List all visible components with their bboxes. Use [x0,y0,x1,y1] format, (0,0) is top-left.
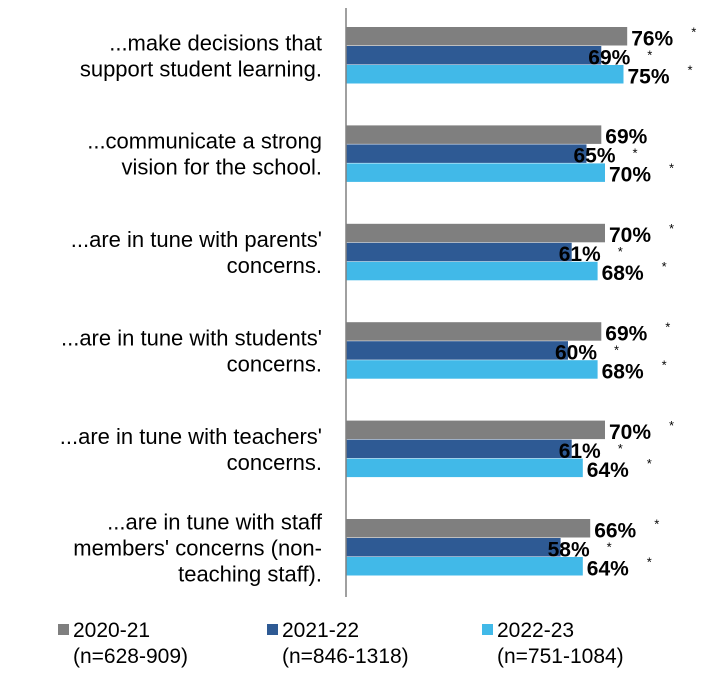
data-label: 66% [594,519,636,542]
data-label: 58% [548,538,590,561]
significance-marker: * [665,319,670,334]
bar-2020-21 [346,125,602,144]
category-label: concerns. [227,253,322,278]
bar-2022-23 [346,261,598,281]
data-label: 70% [609,164,651,187]
significance-marker: * [607,539,612,554]
data-label: 69% [605,126,647,149]
category-label: concerns. [227,351,322,376]
bar-2021-22 [346,538,561,557]
legend-item-2022-23: 2022-23 (n=751-1084) [482,618,624,670]
bar-2021-22 [346,46,602,65]
significance-marker: * [669,161,674,176]
legend-label-2021-22: 2021-22 [282,619,360,642]
legend: 2020-21 (n=628-909) 2021-22 (n=846-1318)… [0,618,710,688]
bar-2022-23 [346,360,598,379]
bar-2020-21 [346,322,602,341]
category-label: ...are in tune with staff [107,509,323,534]
legend-label-2022-23: 2022-23 [497,619,575,642]
bar-2021-22 [346,144,587,163]
legend-item-2020-21: 2020-21 (n=628-909) [58,618,188,670]
bar-2020-21 [346,519,591,538]
significance-marker: * [662,357,667,372]
category-label: support student learning. [80,56,322,81]
significance-marker: * [669,221,674,236]
bar-2022-23 [346,65,624,84]
significance-marker: * [633,146,638,161]
bar-2020-21 [346,420,605,440]
data-label: 61% [559,440,601,463]
data-label: 65% [574,145,616,168]
data-label: 75% [628,65,670,88]
data-label: 70% [609,224,651,247]
significance-marker: * [669,418,674,433]
bar-2021-22 [346,341,568,360]
significance-marker: * [647,554,652,569]
significance-marker: * [647,456,652,471]
legend-swatch-2020-21 [58,624,69,635]
data-label: 69% [605,322,647,345]
significance-marker: * [654,516,659,531]
bar-2021-22 [346,242,572,262]
data-label: 64% [587,557,629,580]
data-label: 64% [587,459,629,482]
significance-marker: * [618,441,623,456]
category-label: ...communicate a strong [87,129,322,154]
category-label: ...make decisions that [109,30,322,55]
legend-item-2021-22: 2021-22 (n=846-1318) [267,618,409,670]
legend-sample-2022-23: (n=751-1084) [497,645,624,668]
legend-swatch-2021-22 [267,624,278,635]
data-label: 68% [602,262,644,285]
bar-2021-22 [346,439,572,459]
significance-marker: * [662,259,667,274]
category-label: members' concerns (non- [73,535,322,560]
category-label: ...are in tune with students' [61,325,322,350]
legend-sample-2020-21: (n=628-909) [73,645,188,668]
significance-marker: * [688,62,693,77]
legend-sample-2021-22: (n=846-1318) [282,645,409,668]
significance-marker: * [614,342,619,357]
category-label: teaching staff). [178,561,322,586]
bar-2022-23 [346,458,583,478]
significance-marker: * [647,47,652,62]
category-label: ...are in tune with teachers' [60,424,322,449]
significance-marker: * [618,244,623,259]
data-label: 60% [555,341,597,364]
data-label: 68% [602,360,644,383]
data-label: 70% [609,421,651,444]
data-label: 61% [559,243,601,266]
legend-label-2020-21: 2020-21 [73,619,151,642]
category-label: concerns. [227,450,322,475]
category-label: vision for the school. [121,155,322,180]
bar-2022-23 [346,557,583,576]
category-label: ...are in tune with parents' [71,227,322,252]
bar-2020-21 [346,223,605,243]
significance-marker: * [691,24,696,39]
data-label: 76% [631,27,673,50]
data-label: 69% [588,46,630,69]
legend-swatch-2022-23 [482,624,493,635]
bar-2020-21 [346,27,628,46]
bar-2022-23 [346,163,605,182]
